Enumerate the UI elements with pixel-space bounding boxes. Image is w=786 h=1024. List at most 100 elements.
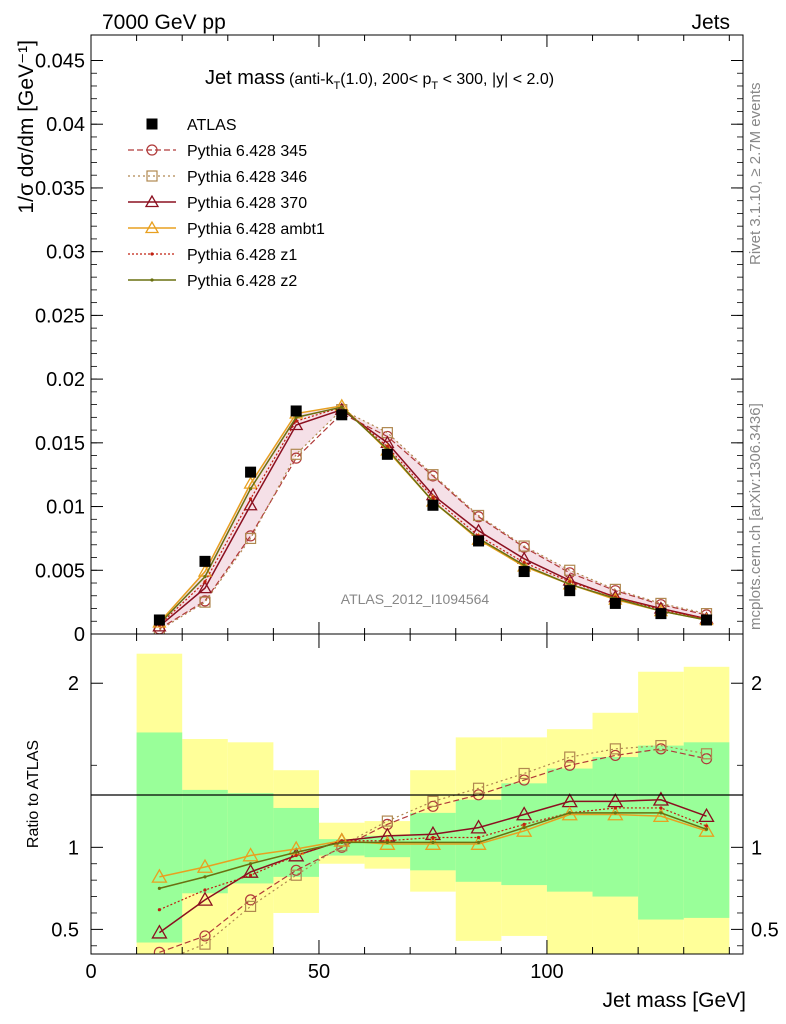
ratio-bands: [136, 653, 730, 954]
ratio-point-5-11: [659, 811, 663, 815]
legend-label-0: ATLAS: [187, 117, 237, 134]
green-band-8: [501, 783, 547, 886]
ratio-point-3-8: [516, 822, 533, 837]
data-point-10: [609, 597, 621, 609]
green-band-10: [592, 757, 639, 897]
ratio-point-1-9: [564, 751, 576, 763]
ratio-point-1-6: [427, 795, 439, 807]
data-point-7: [473, 535, 485, 547]
series-point-2-3: [290, 448, 302, 460]
ratio-point-4-1: [203, 888, 207, 892]
bot-ytick-label-0: 0.5: [51, 919, 79, 941]
ratio-point-0-0: [153, 946, 165, 954]
series-line-2: [159, 408, 707, 631]
series-point-2-2: [244, 532, 257, 545]
ratio-point-0-10: [609, 749, 621, 762]
ratio-point-1-1: [199, 938, 211, 950]
series-point-2-6: [427, 469, 439, 481]
legend-marker-6: [150, 278, 154, 282]
top-ytick-label-4: 0.02: [46, 369, 85, 391]
ratio-line-3: [159, 813, 707, 878]
top-ytick-label-8: 0.04: [46, 114, 85, 136]
legend-marker-4: [144, 220, 160, 234]
green-band-11: [638, 745, 684, 920]
green-band-9: [546, 768, 593, 892]
data-point-1: [199, 555, 211, 567]
rivet-label: Rivet 3.1.10, ≥ 2.7M events: [747, 83, 764, 266]
ratio-point-5-5: [385, 840, 389, 845]
green-band-7: [455, 799, 502, 882]
legend-marker-atlas: [146, 118, 158, 130]
series-point-5-6: [431, 496, 435, 500]
ratio-line-2: [158, 798, 707, 934]
legend-label-1: Pythia 6.428 345: [187, 143, 307, 160]
mcplots-label: mcplots.cern.ch [arXiv:1306.3436]: [747, 403, 764, 630]
data-point-11: [655, 608, 667, 620]
ratio-point-5-10: [613, 811, 617, 815]
series-point-5-2: [248, 497, 253, 501]
top-ytick-label-1: 0.005: [35, 560, 85, 582]
legend-marker-3: [144, 194, 160, 208]
data-point-2: [245, 466, 257, 478]
data-point-12: [701, 614, 713, 626]
data-point-0: [153, 614, 165, 626]
ratio-point-2-2: [242, 863, 259, 878]
series-point-5-9: [568, 580, 572, 584]
ratio-point-4-8: [522, 822, 526, 826]
ratio-point-5-8: [522, 826, 526, 830]
ratio-point-3-0: [151, 868, 168, 883]
legend-label-3: Pythia 6.428 370: [187, 195, 307, 212]
ratio-point-1-8: [518, 767, 530, 780]
top-axes: 0 0.005 0.01 0.015 0.02 0.025 0.03 0.035 0.04 0.0…: [35, 35, 743, 646]
legend-marker-2: [146, 170, 158, 182]
ratio-point-5-7: [476, 840, 481, 845]
bot-ytick-label-r-0: 0.5: [751, 919, 779, 941]
series-point-5-8: [522, 561, 526, 565]
ratio-point-3-7: [470, 835, 487, 850]
bottom-axes: 0.5 0.5 1 1 2 2 0 50 100: [51, 634, 779, 983]
ratio-ylabel: Ratio to ATLAS: [25, 740, 42, 848]
title-sub2: (1.0), 200< p: [340, 71, 431, 88]
bot-xtick-label-1: 50: [308, 961, 330, 983]
bot-xtick-label-2: 100: [530, 961, 563, 983]
legend: ATLAS Pythia 6.428 345 Pythia 6.428 346 Pyt…: [128, 117, 325, 290]
top-ytick-label-3: 0.015: [35, 433, 85, 455]
series-point-5-3: [294, 419, 298, 423]
series-point-6-9: [568, 582, 572, 586]
ratio-series-group: [151, 739, 715, 967]
ratio-point-3-2: [242, 847, 259, 862]
ratio-point-3-4: [333, 832, 350, 847]
green-band-2: [227, 793, 274, 884]
bot-ytick-label-r-2: 2: [751, 673, 762, 695]
ratio-point-5-12: [704, 827, 709, 831]
ratio-point-1-2: [244, 900, 257, 913]
ratio-point-3-10: [607, 806, 624, 821]
ratio-point-4-0: [157, 908, 161, 912]
title-main: Jet mass: [205, 67, 285, 89]
ratio-point-5-3: [294, 850, 298, 854]
title-sub-t: T: [333, 80, 340, 92]
ratio-point-4-2: [248, 873, 253, 877]
legend-label-2: Pythia 6.428 346: [187, 169, 307, 186]
series-point-3-3: [289, 417, 304, 431]
ratio-point-5-2: [248, 862, 253, 866]
ratio-point-5-4: [340, 840, 344, 845]
ratio-point-1-0: [154, 957, 164, 967]
ratio-point-5-6: [431, 840, 435, 845]
legend-marker-5: [150, 252, 154, 256]
ratio-point-4-10: [613, 806, 617, 810]
ratio-point-0-1: [199, 930, 211, 942]
ratio-point-3-11: [652, 807, 670, 823]
series-point-5-1: [203, 580, 207, 584]
ratio-point-0-8: [518, 774, 530, 786]
ratio-point-1-10: [609, 743, 621, 755]
top-ytick-label-7: 0.035: [35, 178, 85, 200]
series-point-3-0: [152, 619, 167, 632]
data-point-3: [290, 405, 302, 417]
legend-label-6: Pythia 6.428 z2: [187, 273, 297, 290]
legend-marker-1: [146, 144, 158, 156]
bottom-frame: [90, 633, 744, 955]
legend-label-4: Pythia 6.428 ambt1: [187, 221, 325, 238]
top-ylabel: 1/σ dσ/dm [GeV⁻¹]: [15, 40, 38, 214]
